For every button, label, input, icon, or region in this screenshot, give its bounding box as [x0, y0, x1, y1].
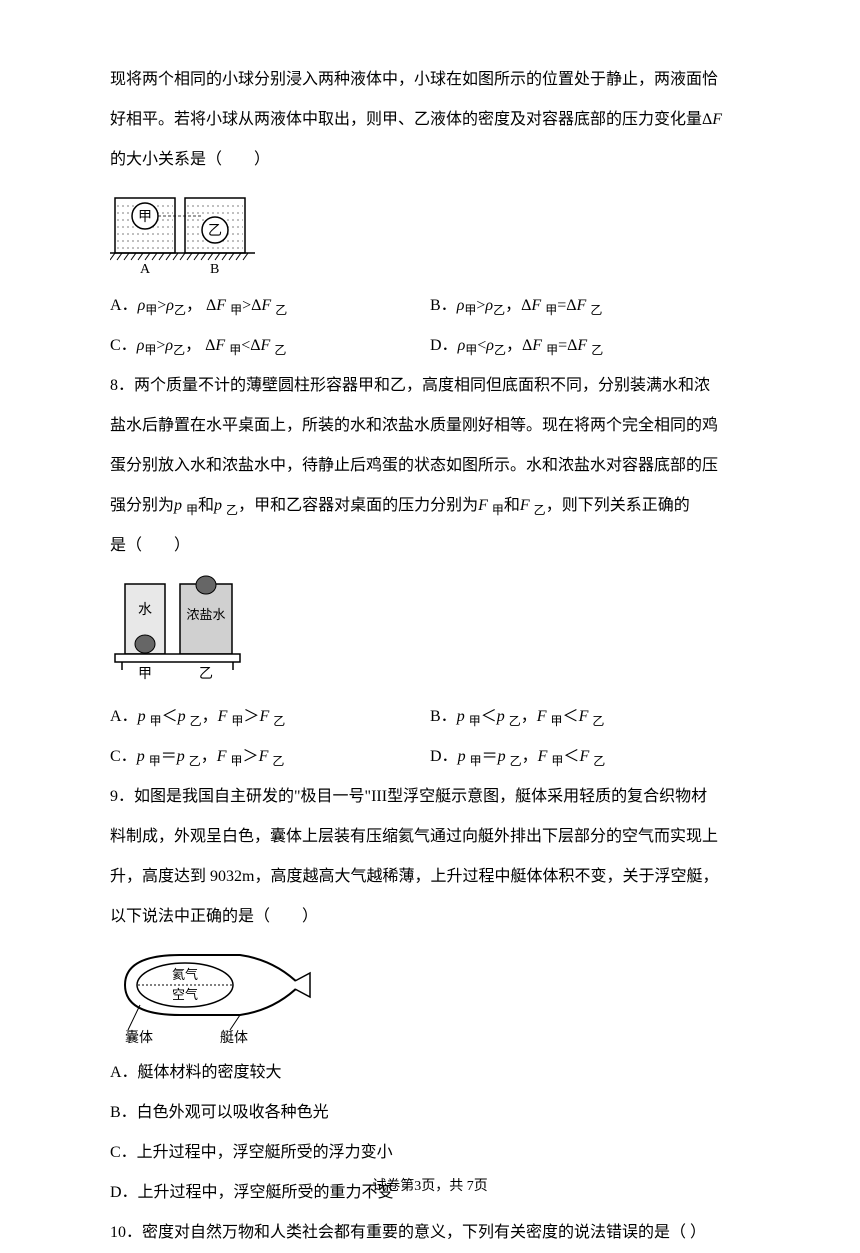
- svg-text:空气: 空气: [172, 987, 198, 1002]
- q9-option-c: C．上升过程中，浮空艇所受的浮力变小: [110, 1133, 750, 1173]
- q8-para2: 盐水后静置在水平桌面上，所装的水和浓盐水质量刚好相等。现在将两个完全相同的鸡: [110, 406, 750, 446]
- q7-option-a: A．ρ甲>ρ乙， ΔF 甲>ΔF 乙: [110, 286, 430, 326]
- q9-option-a: A．艇体材料的密度较大: [110, 1053, 750, 1093]
- q7-delta-f: F: [712, 111, 722, 128]
- q8-options-row1: A．p 甲＜p 乙，F 甲＞F 乙 B．p 甲＜p 乙，F 甲＜F 乙: [110, 697, 750, 737]
- q8-option-d: D．p 甲＝p 乙，F 甲＜F 乙: [430, 737, 750, 777]
- q9-para2: 料制成，外观呈白色，囊体上层装有压缩氦气通过向艇外排出下层部分的空气而实现上: [110, 817, 750, 857]
- q8-figure: 水 浓盐水 甲 乙: [110, 574, 750, 689]
- q7-figure: 甲 乙 A B: [110, 188, 750, 278]
- svg-text:氦气: 氦气: [172, 967, 198, 982]
- q9-para3: 升，高度达到 9032m，高度越高大气越稀薄，上升过程中艇体体积不变，关于浮空艇…: [110, 857, 750, 897]
- q7-para1: 现将两个相同的小球分别浸入两种液体中，小球在如图所示的位置处于静止，两液面恰: [110, 60, 750, 100]
- q8-option-a: A．p 甲＜p 乙，F 甲＞F 乙: [110, 697, 430, 737]
- q9-figure: 氦气 空气 囊体 艇体: [110, 945, 750, 1045]
- svg-text:甲: 甲: [138, 667, 152, 682]
- svg-text:艇体: 艇体: [220, 1030, 248, 1045]
- q7-option-d: D．ρ甲<ρ乙，ΔF 甲=ΔF 乙: [430, 326, 750, 366]
- svg-text:B: B: [210, 262, 219, 277]
- q8-para3: 蛋分别放入水和浓盐水中，待静止后鸡蛋的状态如图所示。水和浓盐水对容器底部的压: [110, 446, 750, 486]
- q8-option-c: C．p 甲＝p 乙，F 甲＞F 乙: [110, 737, 430, 777]
- q7-para2-text: 好相平。若将小球从两液体中取出，则甲、乙液体的密度及对容器底部的压力变化量Δ: [110, 111, 712, 128]
- q7-para2: 好相平。若将小球从两液体中取出，则甲、乙液体的密度及对容器底部的压力变化量ΔF: [110, 100, 750, 140]
- q8-para4: 强分别为p 甲和p 乙，甲和乙容器对桌面的压力分别为F 甲和F 乙，则下列关系正…: [110, 486, 750, 526]
- svg-text:A: A: [140, 262, 151, 277]
- q7-option-c: C．ρ甲>ρ乙， ΔF 甲<ΔF 乙: [110, 326, 430, 366]
- svg-text:乙: 乙: [208, 223, 222, 239]
- q8-para1: 8．两个质量不计的薄壁圆柱形容器甲和乙，高度相同但底面积不同，分别装满水和浓: [110, 366, 750, 406]
- svg-text:囊体: 囊体: [125, 1029, 153, 1045]
- q7-para3: 的大小关系是（ ）: [110, 140, 750, 180]
- svg-text:浓盐水: 浓盐水: [186, 607, 225, 622]
- q7-options-row2: C．ρ甲>ρ乙， ΔF 甲<ΔF 乙 D．ρ甲<ρ乙，ΔF 甲=ΔF 乙: [110, 326, 750, 366]
- q9-para4: 以下说法中正确的是（ ）: [110, 897, 750, 937]
- q9-para1: 9．如图是我国自主研发的"极目一号"III型浮空艇示意图，艇体采用轻质的复合织物…: [110, 777, 750, 817]
- q8-para5: 是（ ）: [110, 526, 750, 566]
- q8-options-row2: C．p 甲＝p 乙，F 甲＞F 乙 D．p 甲＝p 乙，F 甲＜F 乙: [110, 737, 750, 777]
- q10-para1: 10．密度对自然万物和人类社会都有重要的意义，下列有关密度的说法错误的是（ ）: [110, 1213, 750, 1253]
- svg-text:水: 水: [138, 602, 152, 618]
- svg-text:乙: 乙: [199, 666, 213, 682]
- svg-text:甲: 甲: [138, 210, 152, 225]
- q7-option-b: B．ρ甲>ρ乙，ΔF 甲=ΔF 乙: [430, 286, 750, 326]
- q8-option-b: B．p 甲＜p 乙，F 甲＜F 乙: [430, 697, 750, 737]
- q7-options-row1: A．ρ甲>ρ乙， ΔF 甲>ΔF 乙 B．ρ甲>ρ乙，ΔF 甲=ΔF 乙: [110, 286, 750, 326]
- page-footer: 试卷第3页，共 7页: [0, 1179, 860, 1196]
- q9-option-b: B．白色外观可以吸收各种色光: [110, 1093, 750, 1133]
